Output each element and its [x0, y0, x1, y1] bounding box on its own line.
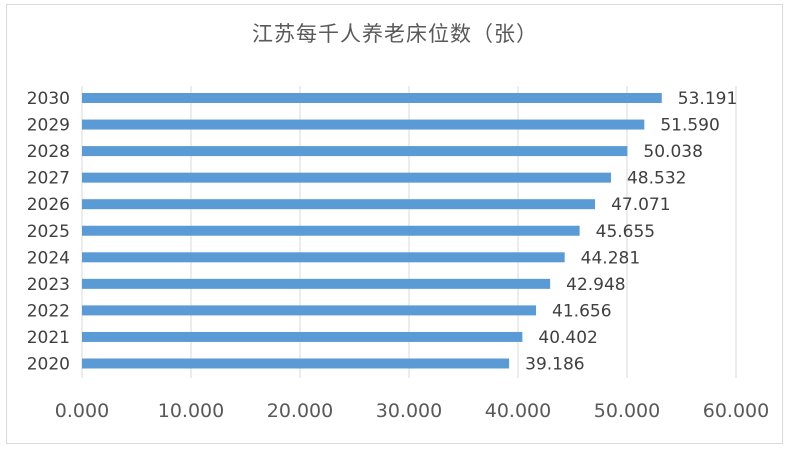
category-label: 2030	[27, 89, 70, 109]
bar-2021	[82, 331, 523, 342]
category-label: 2028	[27, 142, 70, 162]
chart-title: 江苏每千人养老床位数（张）	[252, 22, 538, 46]
bar-2027	[82, 172, 611, 183]
x-tick-labels: 0.000 10.000 20.000 30.000 40.000 50.000 60.00…	[55, 400, 769, 422]
value-label: 51.590	[660, 116, 719, 136]
category-label: 2025	[27, 222, 70, 242]
category-label: 2023	[27, 275, 70, 295]
bars	[82, 93, 662, 369]
category-label: 2026	[27, 195, 70, 215]
value-label: 53.191	[678, 89, 737, 109]
x-tick-label: 0.000	[55, 400, 109, 422]
category-label: 2022	[27, 301, 70, 321]
x-tick-label: 40.000	[485, 400, 551, 422]
x-tick-label: 50.000	[594, 400, 660, 422]
chart-frame	[6, 4, 783, 444]
bar-2026	[82, 199, 596, 210]
value-label: 39.186	[525, 355, 584, 375]
category-label: 2024	[27, 248, 70, 268]
category-label: 2020	[27, 355, 70, 375]
bar-2030	[82, 93, 662, 103]
value-labels: 53.191 51.590 50.038 48.532 47.071 45.655 44.2…	[525, 89, 737, 375]
category-label: 2029	[27, 116, 70, 136]
value-label: 48.532	[627, 169, 686, 189]
bar-2022	[82, 305, 537, 316]
value-label: 40.402	[538, 328, 597, 348]
value-label: 50.038	[643, 142, 702, 162]
bar-2025	[82, 225, 580, 236]
category-label: 2027	[27, 169, 70, 189]
bar-2029	[82, 119, 645, 130]
value-label: 41.656	[552, 301, 611, 321]
category-label: 2021	[27, 328, 70, 348]
value-label: 42.948	[566, 275, 625, 295]
x-tick-label: 60.000	[703, 400, 769, 422]
x-tick-label: 30.000	[376, 400, 442, 422]
category-labels: 2030 2029 2028 2027 2026 2025 2024 2023 2022 2021…	[27, 89, 70, 375]
x-tick-label: 10.000	[158, 400, 224, 422]
value-label: 45.655	[596, 222, 655, 242]
bar-2023	[82, 278, 551, 289]
value-label: 47.071	[611, 195, 670, 215]
bar-2020	[82, 358, 510, 369]
x-tick-label: 20.000	[267, 400, 333, 422]
value-label: 44.281	[581, 248, 640, 268]
bar-2024	[82, 252, 565, 263]
bar-2028	[82, 146, 628, 157]
